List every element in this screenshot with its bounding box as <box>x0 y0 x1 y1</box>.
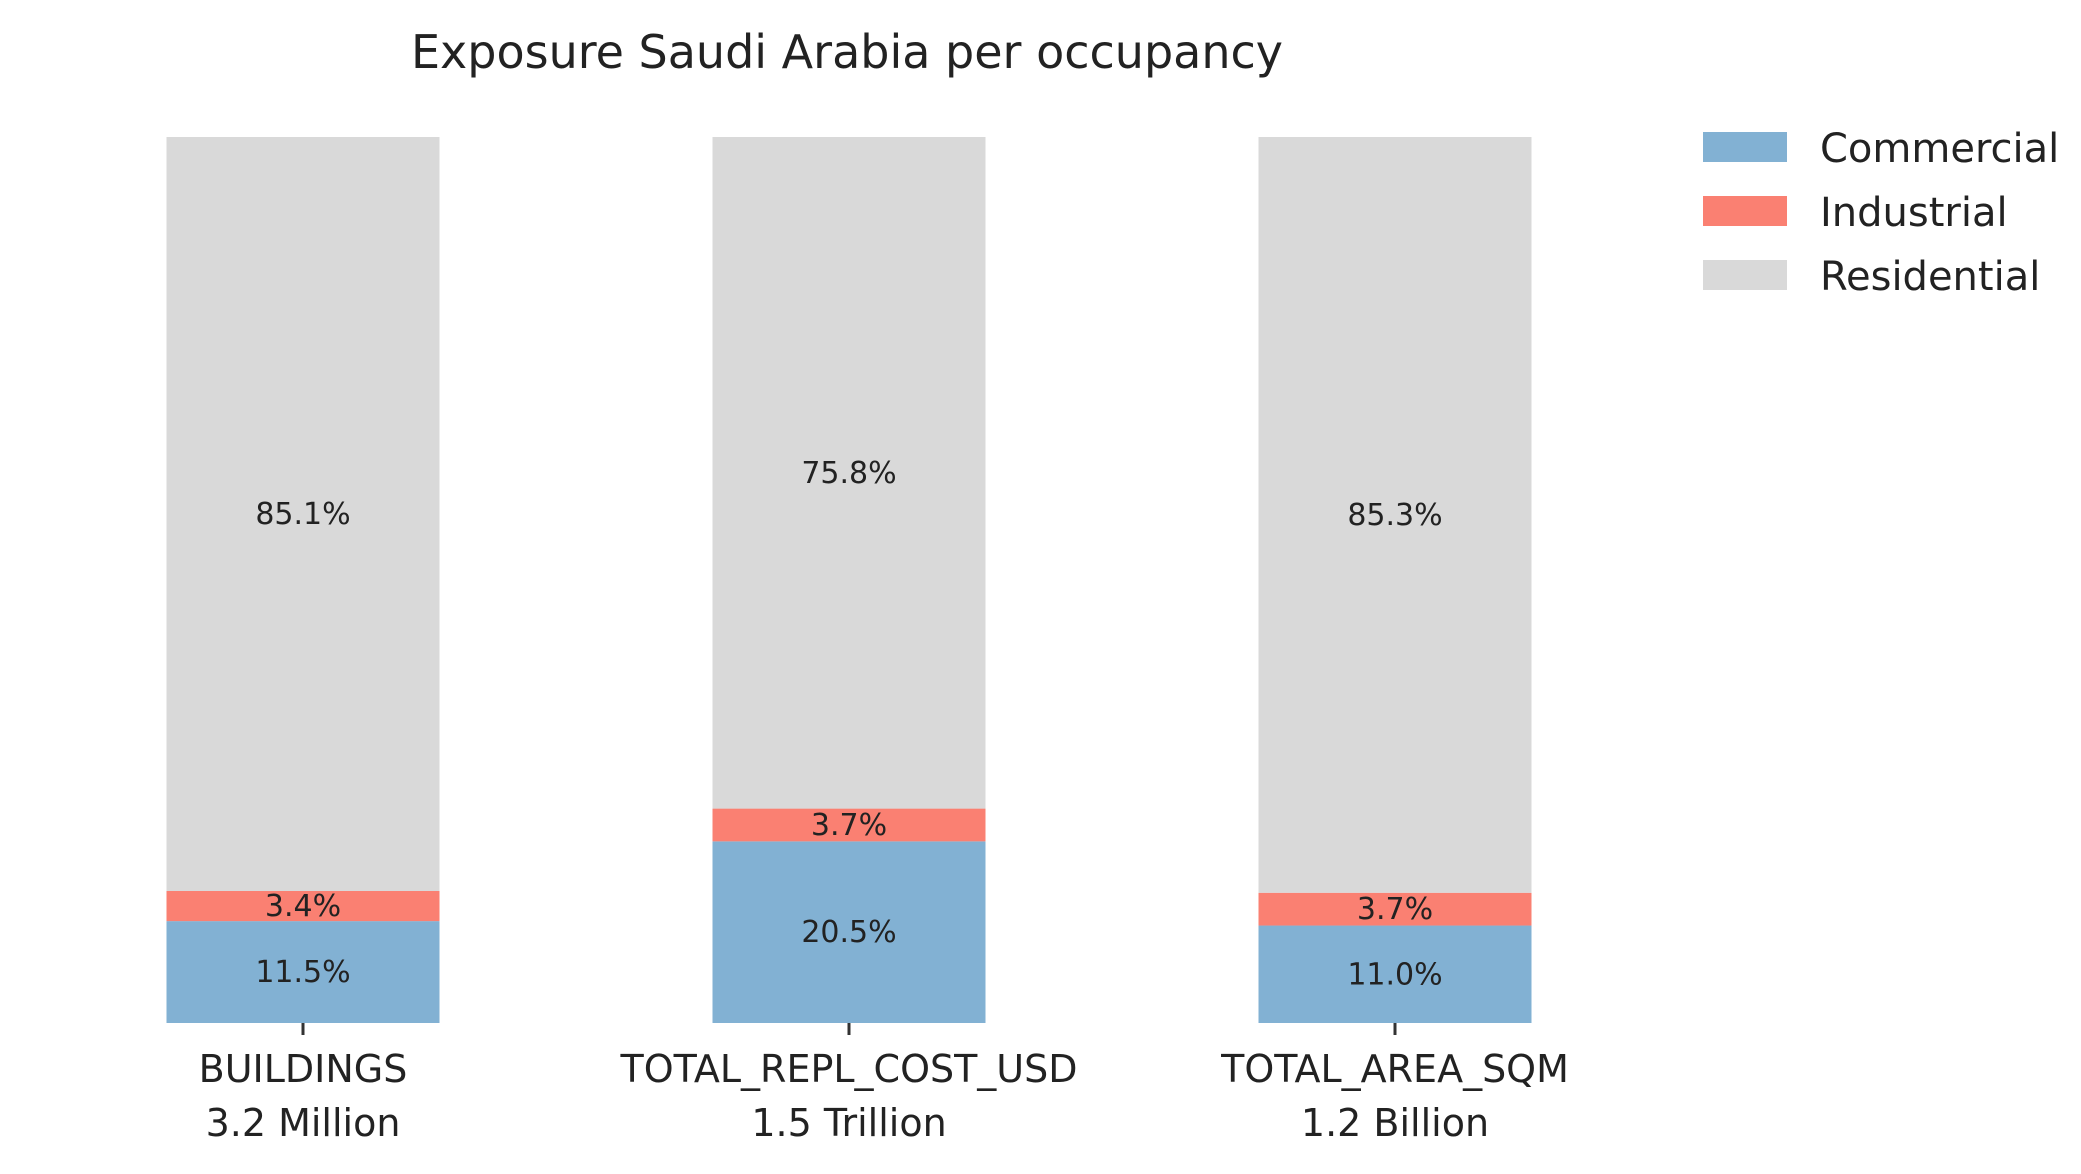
x-axis: BUILDINGS 3.2 Million TOTAL_REPL_COST_USD 1… <box>199 1023 1569 1145</box>
legend-label-industrial: Industrial <box>1820 190 2008 236</box>
x-tick-label-total-area-sqm: TOTAL_AREA_SQM <box>1220 1047 1569 1091</box>
x-tick-total-total-repl-cost-usd: 1.5 Trillion <box>751 1101 946 1145</box>
chart-title: Exposure Saudi Arabia per occupancy <box>411 25 1283 79</box>
data-label-residential-total-area-sqm: 85.3% <box>1347 498 1442 533</box>
legend-swatch-industrial <box>1703 196 1787 226</box>
bar-labels-layer: 11.5% 3.4% 85.1% 20.5% 3.7% 75.8% 11.0% 3.7% 85.… <box>255 456 1442 992</box>
x-tick-label-buildings: BUILDINGS <box>199 1047 408 1091</box>
x-tick-total-total-area-sqm: 1.2 Billion <box>1301 1101 1489 1145</box>
x-tick-total-buildings: 3.2 Million <box>206 1101 401 1145</box>
bars-layer <box>166 137 1532 1023</box>
legend: Commercial Industrial Residential <box>1703 126 2059 300</box>
data-label-commercial-buildings: 11.5% <box>255 955 350 990</box>
data-label-industrial-buildings: 3.4% <box>265 889 341 924</box>
bar-commercial-total-area-sqm <box>1258 925 1532 1023</box>
bar-industrial-total-area-sqm <box>1258 892 1532 926</box>
data-label-commercial-total-repl-cost-usd: 20.5% <box>801 915 896 950</box>
legend-label-commercial: Commercial <box>1820 126 2059 172</box>
legend-label-residential: Residential <box>1820 254 2040 300</box>
data-label-commercial-total-area-sqm: 11.0% <box>1347 957 1442 992</box>
bar-residential-buildings <box>166 137 440 891</box>
legend-swatch-commercial <box>1703 132 1787 162</box>
bar-commercial-total-repl-cost-usd <box>712 841 986 1023</box>
x-tick-label-total-repl-cost-usd: TOTAL_REPL_COST_USD <box>619 1047 1077 1091</box>
data-label-industrial-total-area-sqm: 3.7% <box>1357 892 1433 927</box>
legend-swatch-residential <box>1703 260 1787 290</box>
data-label-residential-buildings: 85.1% <box>255 497 350 532</box>
data-label-residential-total-repl-cost-usd: 75.8% <box>801 456 896 491</box>
bar-commercial-buildings <box>166 921 440 1023</box>
bar-residential-total-area-sqm <box>1258 137 1532 893</box>
bar-residential-total-repl-cost-usd <box>712 137 986 809</box>
bar-industrial-buildings <box>166 890 440 922</box>
data-label-industrial-total-repl-cost-usd: 3.7% <box>811 808 887 843</box>
bar-industrial-total-repl-cost-usd <box>712 808 986 842</box>
